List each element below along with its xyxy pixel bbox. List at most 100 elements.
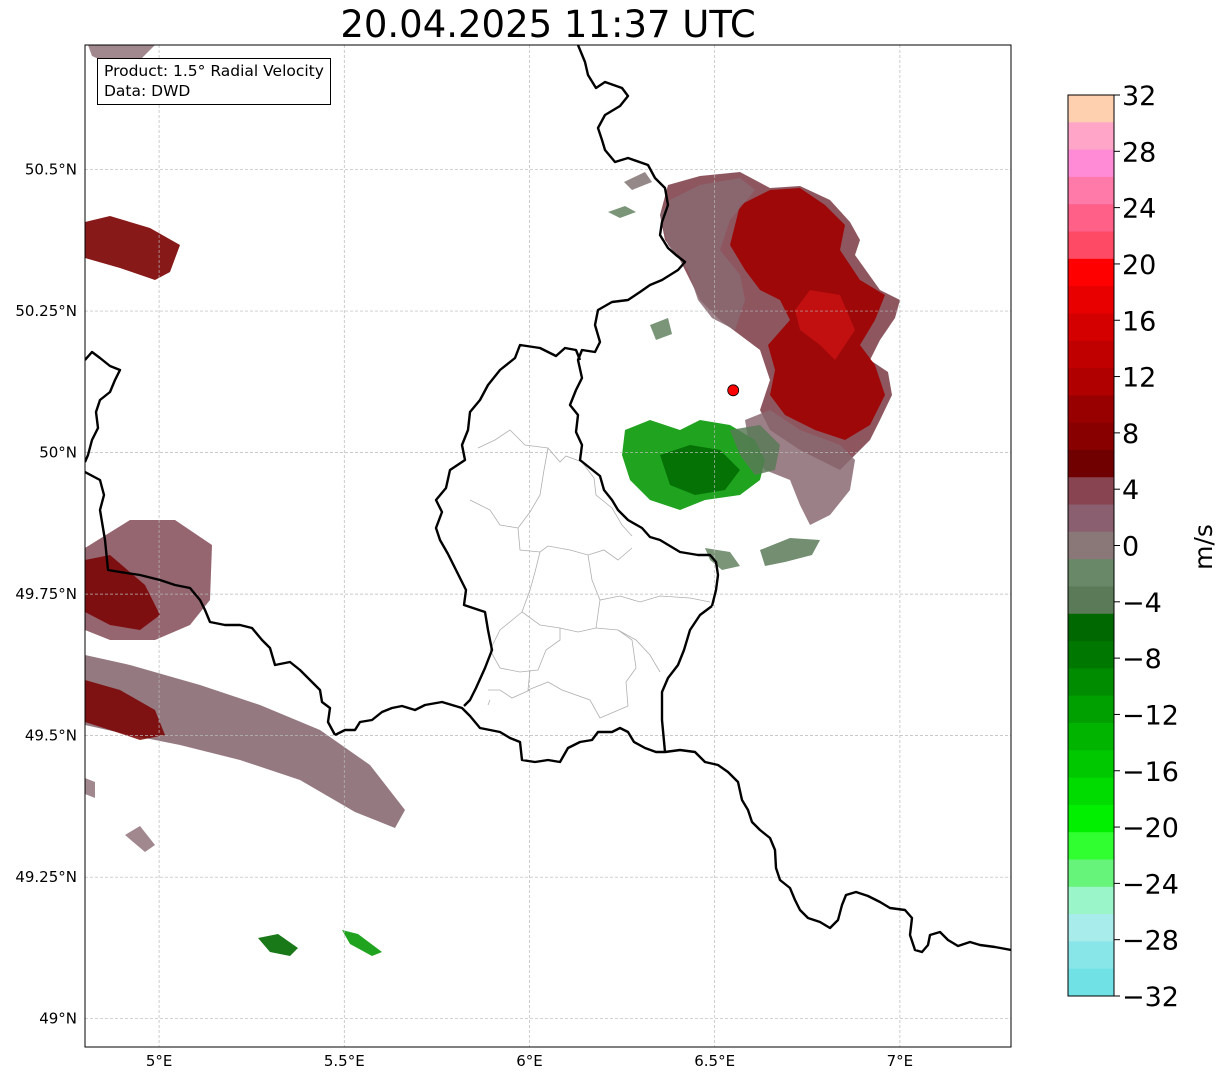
border-luxembourg-west — [434, 343, 582, 707]
colorbar-cell — [1068, 586, 1114, 615]
echo-approaching-gray — [730, 425, 780, 475]
echo-small-nw — [608, 206, 636, 218]
map-gridlines — [85, 45, 1011, 1047]
echo-west-small2 — [85, 778, 95, 798]
colorbar-tick-label: 4 — [1122, 475, 1139, 506]
echo-gray-north — [660, 178, 755, 330]
colorbar-tick-label: 20 — [1122, 250, 1156, 281]
colorbar-ticks: 32 28 24 20 16 12 8 4 0 −4 −8 −12 −16 −20 −24 −28 −32 — [1114, 81, 1179, 1013]
lat-tick-label: 50.5°N — [25, 161, 77, 179]
admin-boundaries — [469, 429, 711, 719]
colorbar-cell — [1068, 395, 1114, 424]
colorbar-tick-label: −16 — [1122, 757, 1179, 788]
colorbar-cell — [1068, 750, 1114, 779]
radar-echo-layer — [85, 45, 900, 956]
lat-tick-label: 49.25°N — [15, 868, 77, 886]
echo-south-green1 — [258, 934, 298, 956]
colorbar-cell — [1068, 340, 1114, 369]
lon-tick-label: 6.5°E — [694, 1052, 735, 1070]
colorbar-tick-label: 16 — [1122, 306, 1156, 337]
radar-site-marker — [727, 384, 740, 397]
colorbar-cell — [1068, 695, 1114, 724]
colorbar-cell — [1068, 777, 1114, 806]
colorbar-cell — [1068, 504, 1114, 533]
colorbar-tick-label: −24 — [1122, 869, 1179, 900]
colorbar-cell — [1068, 859, 1114, 888]
colorbar-cell — [1068, 914, 1114, 942]
colorbar-tick-label: 24 — [1122, 194, 1156, 225]
colorbar-tick-label: 0 — [1122, 532, 1139, 563]
echo-south-green2 — [342, 930, 382, 956]
colorbar-tick-label: 28 — [1122, 137, 1156, 168]
colorbar-cell — [1068, 941, 1114, 970]
colorbar-cell — [1068, 449, 1114, 478]
colorbar-cell — [1068, 204, 1114, 233]
colorbar-cells — [1068, 95, 1114, 997]
lon-tick-label: 7°E — [887, 1052, 914, 1070]
longitude-labels: 5°E 5.5°E 6°E 6.5°E 7°E — [146, 1052, 913, 1070]
colorbar-cell — [1068, 477, 1114, 506]
colorbar-tick-label: 12 — [1122, 363, 1156, 394]
colorbar-cell — [1068, 176, 1114, 205]
colorbar-tick-label: 32 — [1122, 81, 1156, 112]
echo-approaching-dark — [660, 445, 740, 495]
echo-approaching-se — [760, 538, 820, 566]
border-luxembourg-east — [660, 605, 713, 753]
product-info-box: Product: 1.5° Radial Velocity Data: DWD — [97, 58, 331, 105]
colorbar-tick-label: −4 — [1122, 588, 1162, 619]
colorbar-tick-label: −20 — [1122, 813, 1179, 844]
lat-tick-label: 49°N — [39, 1010, 77, 1028]
colorbar-cell — [1068, 613, 1114, 642]
colorbar-cell — [1068, 122, 1114, 151]
map-frame — [84, 44, 1012, 1048]
echo-west-band-dark — [85, 680, 165, 740]
colorbar-cell — [1068, 832, 1114, 860]
colorbar-cell — [1068, 258, 1114, 287]
colorbar-cell — [1068, 231, 1114, 260]
colorbar-cell — [1068, 286, 1114, 314]
lon-tick-label: 5.5°E — [324, 1052, 365, 1070]
colorbar-cell — [1068, 968, 1114, 997]
lat-tick-label: 49.75°N — [15, 585, 77, 603]
lat-tick-label: 50.25°N — [15, 302, 77, 320]
echo-approaching-sw — [705, 548, 740, 570]
colorbar-cell — [1068, 804, 1114, 833]
colorbar-tick-label: −28 — [1122, 926, 1179, 957]
colorbar-tick-label: −32 — [1122, 982, 1179, 1013]
border-netherlands-belgium — [85, 350, 122, 463]
echo-small-nw2 — [624, 172, 652, 190]
border-france-south — [334, 700, 1011, 954]
colorbar-cell — [1068, 95, 1114, 123]
echo-west-top — [85, 216, 180, 280]
lat-tick-label: 49.5°N — [25, 727, 77, 745]
product-label: Product: 1.5° Radial Velocity — [104, 62, 324, 80]
colorbar-cell — [1068, 422, 1114, 451]
echo-receding-bright — [795, 290, 855, 360]
border-belgium-france-west — [85, 470, 337, 736]
echo-west-top-gray — [88, 45, 155, 62]
lon-tick-label: 6°E — [516, 1052, 543, 1070]
colorbar-tick-label: −8 — [1122, 644, 1162, 675]
colorbar-cell — [1068, 149, 1114, 178]
echo-west-small1 — [125, 826, 155, 852]
national-borders — [85, 45, 1011, 954]
colorbar-tick-label: −12 — [1122, 700, 1179, 731]
echo-west-band — [85, 655, 405, 828]
colorbar-cell — [1068, 668, 1114, 697]
lat-tick-label: 50°N — [39, 444, 77, 462]
border-germany-belgium-north — [568, 45, 720, 607]
colorbar-cell — [1068, 531, 1114, 560]
colorbar: 32 28 24 20 16 12 8 4 0 −4 −8 −12 −16 −20 −24 −28 −32 m/… — [1067, 81, 1218, 1013]
colorbar-tick-label: 8 — [1122, 419, 1139, 450]
echo-west-mid-dark — [85, 555, 160, 630]
colorbar-cell — [1068, 313, 1114, 342]
map-plot-area — [85, 45, 1011, 1047]
colorbar-cell — [1068, 559, 1114, 587]
colorbar-label: m/s — [1189, 524, 1218, 570]
colorbar-cell — [1068, 722, 1114, 751]
data-source-label: Data: DWD — [104, 82, 191, 100]
colorbar-cell — [1068, 368, 1114, 396]
colorbar-cell — [1068, 886, 1114, 915]
latitude-labels: 49°N 49.25°N 49.5°N 49.75°N 50°N 50.25°N 50.5°… — [15, 161, 77, 1028]
